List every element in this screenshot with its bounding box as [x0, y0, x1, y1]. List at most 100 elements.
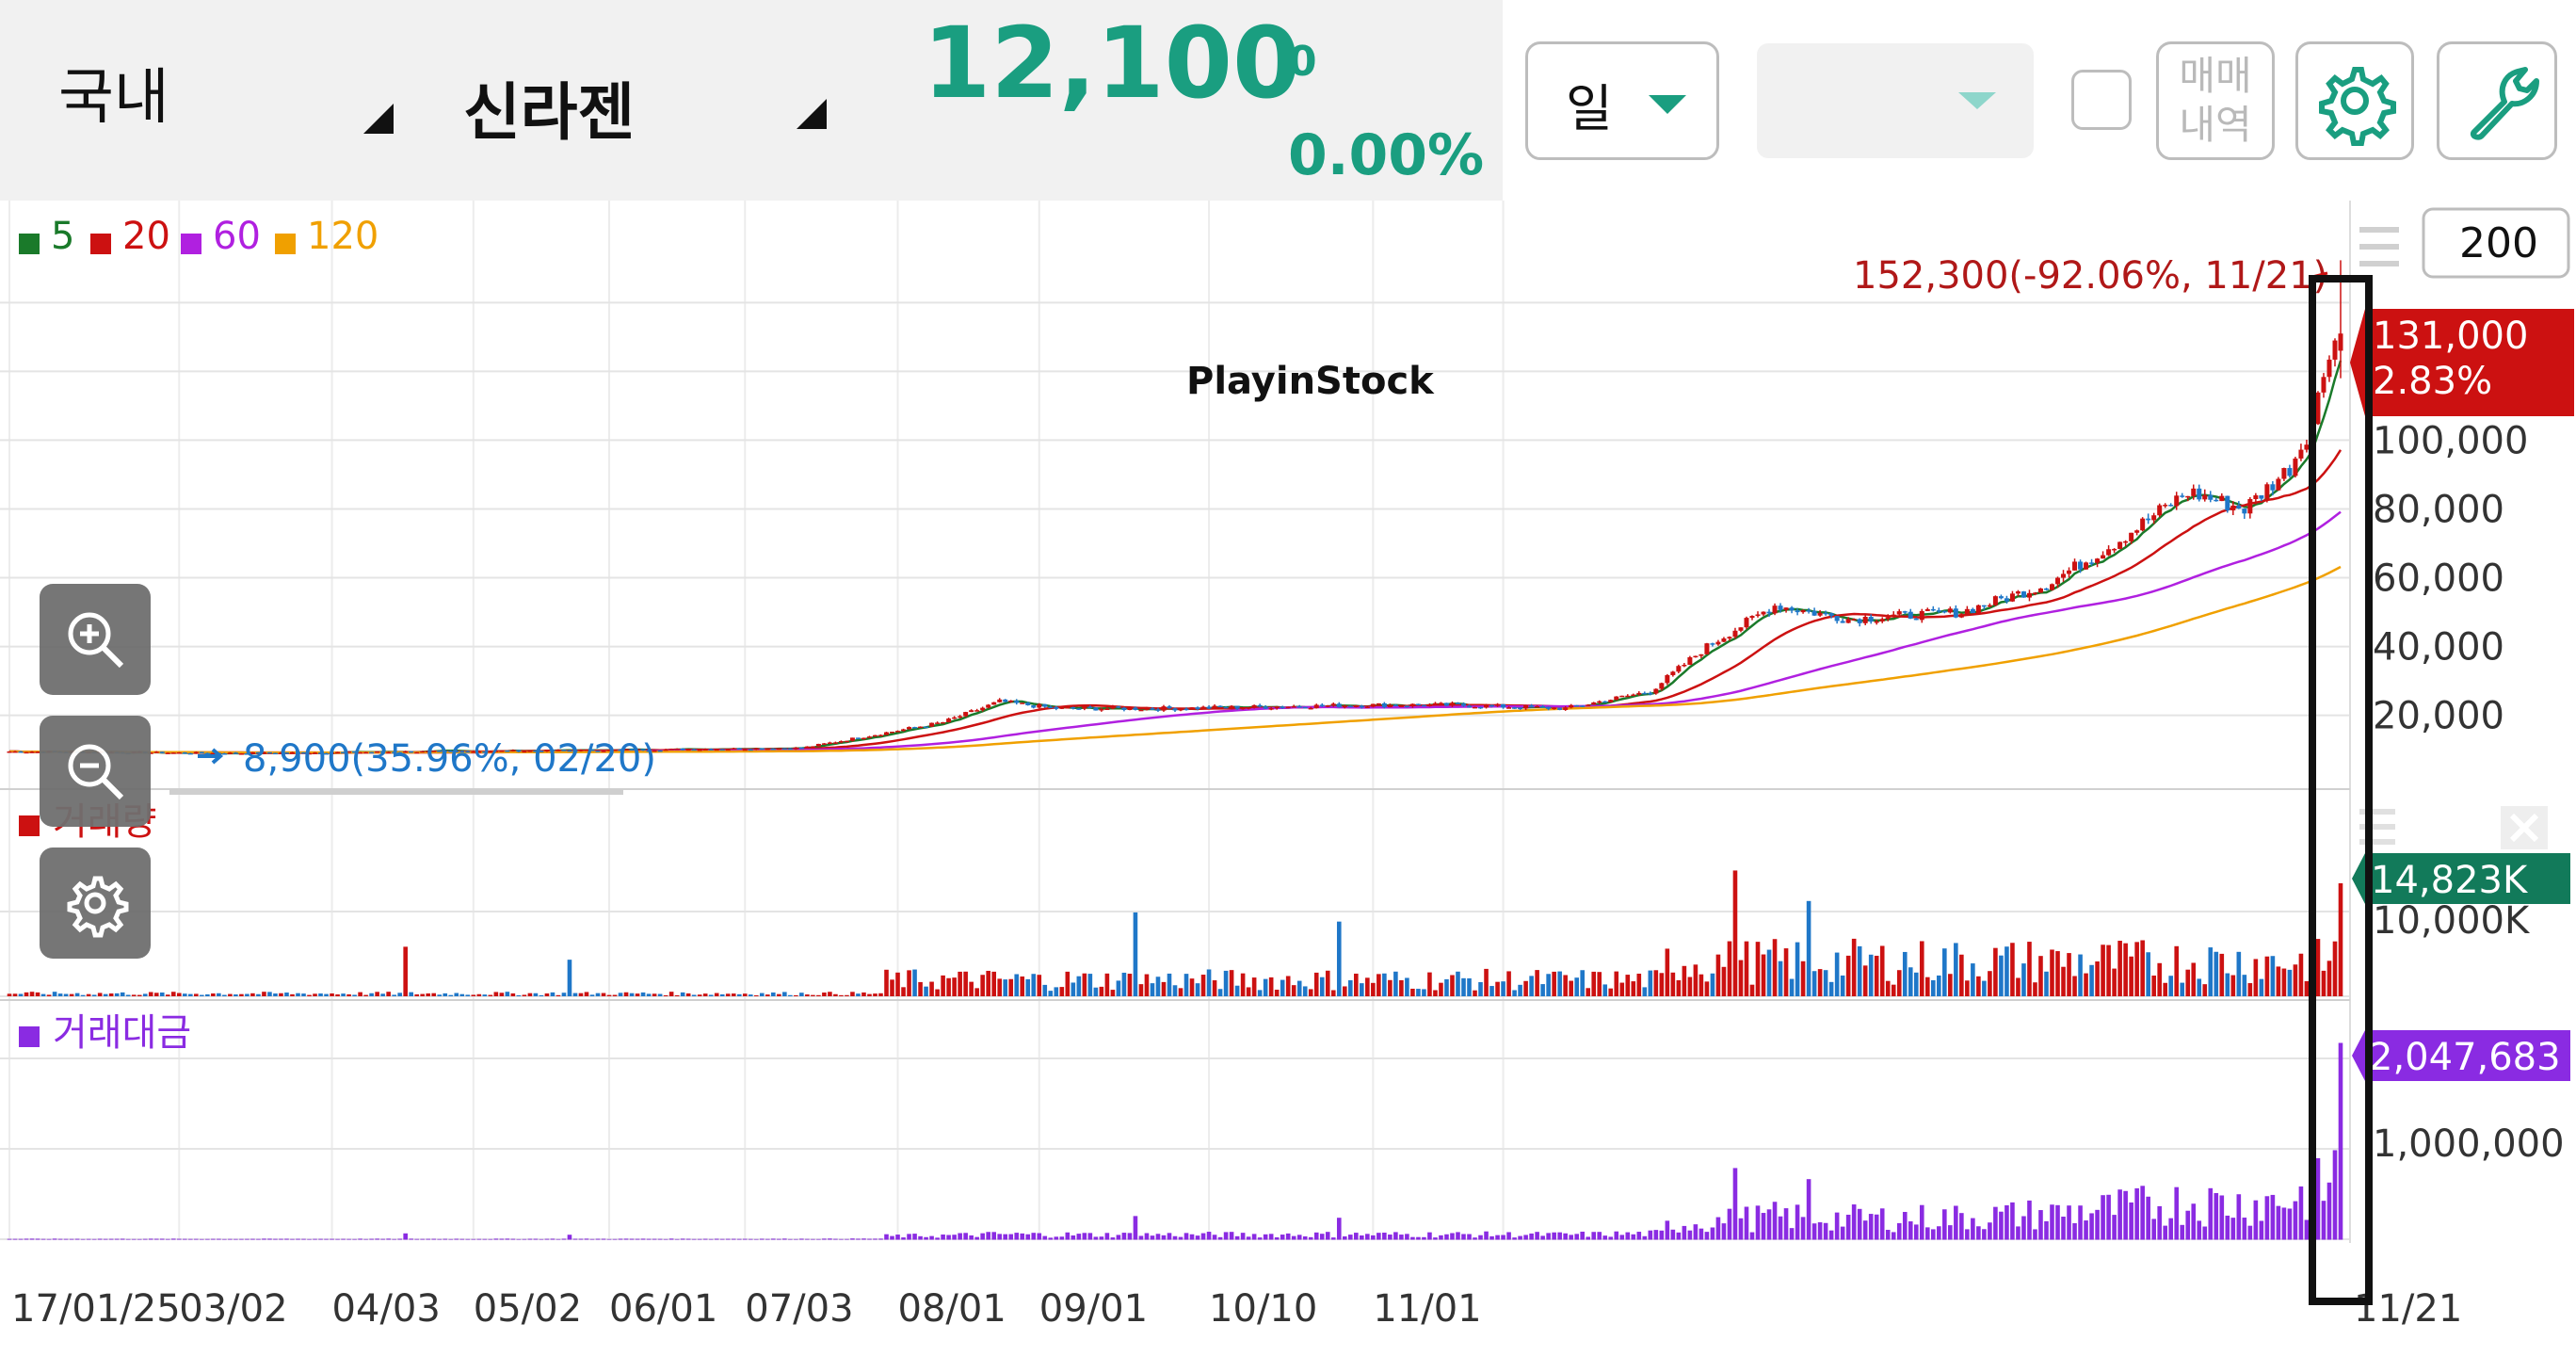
- candle-body: [295, 751, 300, 754]
- amount-bar: [120, 1238, 125, 1240]
- volume-bar: [296, 993, 300, 996]
- secondary-select[interactable]: [1757, 43, 2034, 158]
- volume-bar: [697, 994, 702, 996]
- candle-body: [2112, 548, 2117, 551]
- candle-body: [1155, 709, 1161, 711]
- amount-bar: [1642, 1235, 1648, 1240]
- checkbox[interactable]: [2071, 70, 2132, 130]
- volume-bar: [1744, 941, 1749, 996]
- amount-bar: [1908, 1221, 1913, 1240]
- amount-bar: [1478, 1235, 1483, 1240]
- candle-body: [2009, 593, 2015, 602]
- amount-bar: [725, 1238, 731, 1240]
- amount-bar: [1410, 1236, 1415, 1240]
- menu-icon[interactable]: [2359, 227, 2399, 266]
- candle-body: [832, 742, 838, 744]
- volume-bar: [1546, 974, 1551, 996]
- volume-bar: [454, 993, 459, 996]
- volume-bar: [437, 994, 443, 996]
- scrollbar[interactable]: [169, 789, 623, 795]
- period-select[interactable]: 일: [1525, 41, 1719, 160]
- last-price-tag: 131,000 2.83%: [2350, 309, 2574, 416]
- candle-body: [1319, 704, 1325, 706]
- candle-body: [748, 749, 753, 751]
- amount-bar: [1212, 1235, 1217, 1240]
- amount-bar: [1099, 1236, 1104, 1240]
- amount-bar: [1285, 1233, 1291, 1240]
- amount-bar: [448, 1238, 454, 1240]
- candle-body: [1104, 708, 1110, 710]
- amount-bar: [1931, 1229, 1936, 1240]
- candle-body: [680, 748, 685, 751]
- candle-body: [1025, 702, 1031, 705]
- x-tick-label: 17/01/25: [11, 1287, 181, 1331]
- zoom-out-button[interactable]: [40, 716, 151, 827]
- settings-button[interactable]: [2295, 41, 2414, 160]
- amount-bar: [674, 1238, 680, 1240]
- tools-button[interactable]: [2437, 41, 2557, 160]
- amount-bar: [1150, 1235, 1155, 1240]
- volume-bar: [1467, 977, 1472, 996]
- amount-bar: [2326, 1182, 2332, 1240]
- stock-chart[interactable]: 5 20 60 120 PlayinStock 152,300(-92.06%,…: [0, 201, 2576, 1356]
- candle-body: [844, 740, 849, 743]
- volume-bar: [963, 971, 968, 996]
- volume-bar: [1217, 989, 1223, 996]
- market-dropdown-icon[interactable]: [363, 104, 394, 134]
- volume-bar: [1988, 971, 1992, 996]
- candle-body: [313, 752, 318, 754]
- amount-bar: [1761, 1213, 1766, 1240]
- amount-bar: [1371, 1235, 1376, 1240]
- candle-body: [437, 751, 443, 752]
- amount-bar: [1223, 1232, 1229, 1240]
- trade-history-label-1: 매매: [2179, 53, 2252, 99]
- candle-body: [522, 751, 527, 753]
- volume-bar: [358, 992, 362, 996]
- close-icon[interactable]: [2501, 806, 2548, 849]
- candle-body: [674, 748, 680, 751]
- candle-body: [341, 751, 346, 754]
- candle-body: [397, 751, 403, 754]
- candle-body: [2151, 515, 2157, 521]
- amount-bar: [890, 1235, 894, 1240]
- zoom-in-button[interactable]: [40, 584, 151, 695]
- volume-bar: [941, 975, 945, 996]
- amount-bar: [2321, 1201, 2326, 1240]
- amount-bar: [1732, 1168, 1738, 1240]
- candle-body: [1676, 666, 1682, 672]
- chart-settings-button[interactable]: [40, 848, 151, 959]
- candle-body: [2253, 495, 2259, 499]
- stock-name-select[interactable]: 신라젠: [463, 76, 636, 149]
- volume-bar: [1749, 984, 1755, 996]
- volume-bar: [1495, 981, 1500, 996]
- candle-body: [1778, 605, 1783, 610]
- amount-bar: [12, 1238, 18, 1240]
- amount-bar: [1665, 1220, 1670, 1240]
- candle-body: [691, 749, 697, 751]
- volume-bar: [482, 994, 488, 996]
- trade-history-button[interactable]: 매매 내역: [2156, 41, 2275, 160]
- stock-dropdown-icon[interactable]: [797, 99, 827, 129]
- volume-bar: [782, 992, 787, 996]
- amount-bar: [1336, 1218, 1342, 1240]
- volume-bar: [1189, 978, 1195, 996]
- candle-body: [516, 750, 522, 752]
- amount-bar: [307, 1238, 312, 1240]
- zoom-out-icon: [68, 744, 124, 800]
- candle-body: [1845, 619, 1851, 623]
- volume-bar: [1251, 977, 1257, 996]
- volume-bar: [262, 992, 266, 996]
- volume-bar: [2123, 943, 2128, 996]
- amount-bar: [1682, 1225, 1687, 1240]
- candle-body: [176, 752, 182, 754]
- volume-bar: [1427, 972, 1432, 996]
- volume-bar: [1076, 976, 1082, 996]
- amount-bar: [845, 1238, 849, 1240]
- volume-bar: [2157, 962, 2162, 996]
- zoom-count-box[interactable]: 200: [2422, 207, 2570, 279]
- candle-body: [443, 751, 448, 752]
- amount-bar: [420, 1238, 426, 1240]
- market-select[interactable]: 국내: [58, 63, 169, 133]
- amount-bar: [1467, 1234, 1472, 1240]
- amount-bar: [856, 1238, 861, 1240]
